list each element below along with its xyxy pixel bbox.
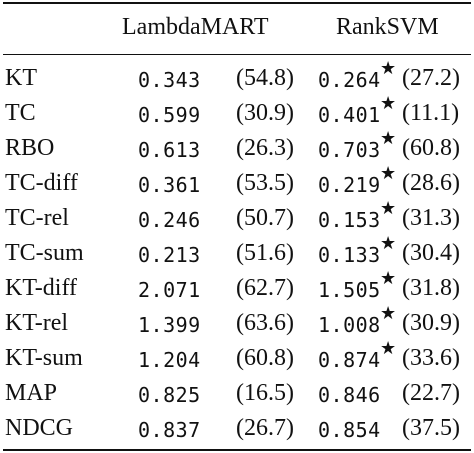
lambdamart-value: 0.613 bbox=[138, 138, 201, 162]
table-row: TC 0.599 (30.9) 0.401 ★ (11.1) bbox=[0, 94, 474, 133]
table-row: KT-diff 2.071 (62.7) 1.505 ★ (31.8) bbox=[0, 269, 474, 308]
ranksvm-value: 1.008 bbox=[318, 313, 381, 337]
table-row: KT-rel 1.399 (63.6) 1.008 ★ (30.9) bbox=[0, 304, 474, 343]
row-metric-label: NDCG bbox=[5, 415, 74, 441]
lambdamart-paren-value: (26.3) bbox=[236, 135, 294, 161]
ranksvm-value: 0.854 bbox=[318, 418, 381, 442]
header-lambdamart: LambdaMART bbox=[122, 14, 269, 40]
ranksvm-paren-value: (31.8) bbox=[402, 275, 460, 301]
lambdamart-value: 0.213 bbox=[138, 243, 201, 267]
ranksvm-paren-value: (22.7) bbox=[402, 380, 460, 406]
significance-star-icon: ★ bbox=[380, 233, 397, 254]
lambdamart-paren-value: (50.7) bbox=[236, 205, 294, 231]
lambdamart-paren-value: (62.7) bbox=[236, 275, 294, 301]
lambdamart-paren-value: (63.6) bbox=[236, 310, 294, 336]
significance-star-icon: ★ bbox=[380, 93, 397, 114]
row-metric-label: TC-rel bbox=[5, 205, 69, 231]
significance-star-icon: ★ bbox=[380, 303, 397, 324]
ranksvm-value: 1.505 bbox=[318, 278, 381, 302]
ranksvm-value: 0.153 bbox=[318, 208, 381, 232]
ranksvm-paren-value: (60.8) bbox=[402, 135, 460, 161]
row-metric-label: KT-rel bbox=[5, 310, 69, 336]
table-row: KT 0.343 (54.8) 0.264 ★ (27.2) bbox=[0, 59, 474, 98]
lambdamart-paren-value: (54.8) bbox=[236, 65, 294, 91]
table-header-rule bbox=[3, 54, 471, 55]
row-metric-label: RBO bbox=[5, 135, 55, 161]
ranksvm-paren-value: (30.9) bbox=[402, 310, 460, 336]
table-row: TC-sum 0.213 (51.6) 0.133 ★ (30.4) bbox=[0, 234, 474, 273]
row-metric-label: MAP bbox=[5, 380, 58, 406]
table-row: KT-sum 1.204 (60.8) 0.874 ★ (33.6) bbox=[0, 339, 474, 378]
lambdamart-paren-value: (30.9) bbox=[236, 100, 294, 126]
ranksvm-value: 0.846 bbox=[318, 383, 381, 407]
header-ranksvm: RankSVM bbox=[336, 14, 439, 40]
lambdamart-value: 0.246 bbox=[138, 208, 201, 232]
table-top-rule bbox=[3, 2, 471, 4]
ranksvm-value: 0.133 bbox=[318, 243, 381, 267]
ranksvm-paren-value: (28.6) bbox=[402, 170, 460, 196]
ranksvm-paren-value: (11.1) bbox=[402, 100, 460, 126]
significance-star-icon: ★ bbox=[380, 198, 397, 219]
lambdamart-paren-value: (60.8) bbox=[236, 345, 294, 371]
ranksvm-paren-value: (27.2) bbox=[402, 65, 460, 91]
row-metric-label: TC bbox=[5, 100, 36, 126]
lambdamart-value: 0.343 bbox=[138, 68, 201, 92]
ranksvm-paren-value: (30.4) bbox=[402, 240, 460, 266]
ranksvm-value: 0.401 bbox=[318, 103, 381, 127]
table-row: MAP 0.825 (16.5) 0.846 (22.7) bbox=[0, 378, 474, 413]
lambdamart-value: 2.071 bbox=[138, 278, 201, 302]
row-metric-label: TC-sum bbox=[5, 240, 84, 266]
lambdamart-paren-value: (26.7) bbox=[236, 415, 294, 441]
significance-star-icon: ★ bbox=[380, 128, 397, 149]
significance-star-icon: ★ bbox=[380, 338, 397, 359]
table-row: NDCG 0.837 (26.7) 0.854 (37.5) bbox=[0, 413, 474, 448]
lambdamart-paren-value: (51.6) bbox=[236, 240, 294, 266]
lambdamart-value: 1.204 bbox=[138, 348, 201, 372]
lambdamart-value: 0.825 bbox=[138, 383, 201, 407]
ranksvm-value: 0.703 bbox=[318, 138, 381, 162]
row-metric-label: TC-diff bbox=[5, 170, 78, 196]
ranksvm-value: 0.874 bbox=[318, 348, 381, 372]
ranksvm-value: 0.219 bbox=[318, 173, 381, 197]
lambdamart-paren-value: (16.5) bbox=[236, 380, 294, 406]
row-metric-label: KT-sum bbox=[5, 345, 83, 371]
ranksvm-paren-value: (33.6) bbox=[402, 345, 460, 371]
significance-star-icon: ★ bbox=[380, 58, 397, 79]
table-bottom-rule bbox=[3, 449, 471, 451]
ranksvm-paren-value: (37.5) bbox=[402, 415, 460, 441]
row-metric-label: KT-diff bbox=[5, 275, 77, 301]
lambdamart-value: 0.837 bbox=[138, 418, 201, 442]
ranksvm-paren-value: (31.3) bbox=[402, 205, 460, 231]
significance-star-icon: ★ bbox=[380, 163, 397, 184]
table-row: RBO 0.613 (26.3) 0.703 ★ (60.8) bbox=[0, 129, 474, 168]
significance-star-icon: ★ bbox=[380, 268, 397, 289]
lambdamart-value: 0.599 bbox=[138, 103, 201, 127]
row-metric-label: KT bbox=[5, 65, 37, 91]
lambdamart-value: 1.399 bbox=[138, 313, 201, 337]
lambdamart-value: 0.361 bbox=[138, 173, 201, 197]
ranksvm-value: 0.264 bbox=[318, 68, 381, 92]
table-row: TC-rel 0.246 (50.7) 0.153 ★ (31.3) bbox=[0, 199, 474, 238]
table-row: TC-diff 0.361 (53.5) 0.219 ★ (28.6) bbox=[0, 164, 474, 203]
lambdamart-paren-value: (53.5) bbox=[236, 170, 294, 196]
